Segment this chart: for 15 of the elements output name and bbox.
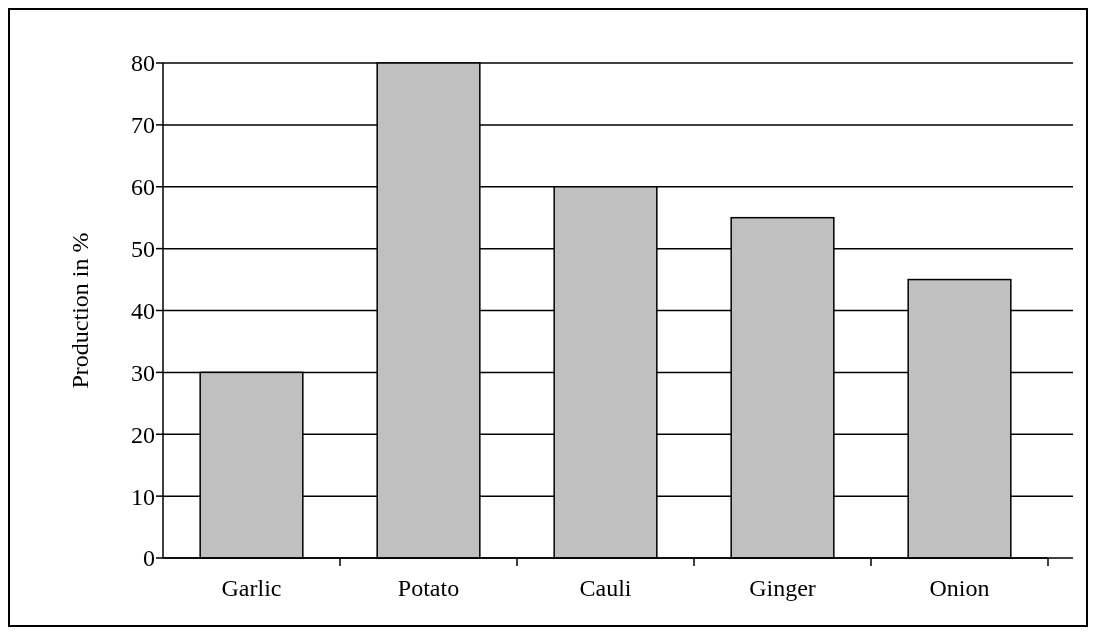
y-tick-label: 70 (131, 112, 155, 139)
x-tick-label: Ginger (749, 575, 816, 601)
y-tick-label: 30 (131, 359, 155, 386)
y-tick-label: 20 (131, 421, 155, 448)
x-tick-label: Cauli (579, 575, 632, 601)
y-tick-label: 0 (143, 545, 155, 572)
y-tick-label: 10 (131, 483, 155, 510)
x-tick-label: Potato (397, 575, 460, 601)
y-tick-label: 80 (131, 50, 155, 77)
y-tick-label: 50 (131, 236, 155, 263)
y-tick-label: 60 (131, 174, 155, 201)
x-tick-label: Garlic (221, 575, 282, 601)
x-tick-label: Onion (929, 575, 990, 601)
y-axis-title: Production in % (67, 232, 93, 389)
y-tick-label: 40 (131, 297, 155, 324)
